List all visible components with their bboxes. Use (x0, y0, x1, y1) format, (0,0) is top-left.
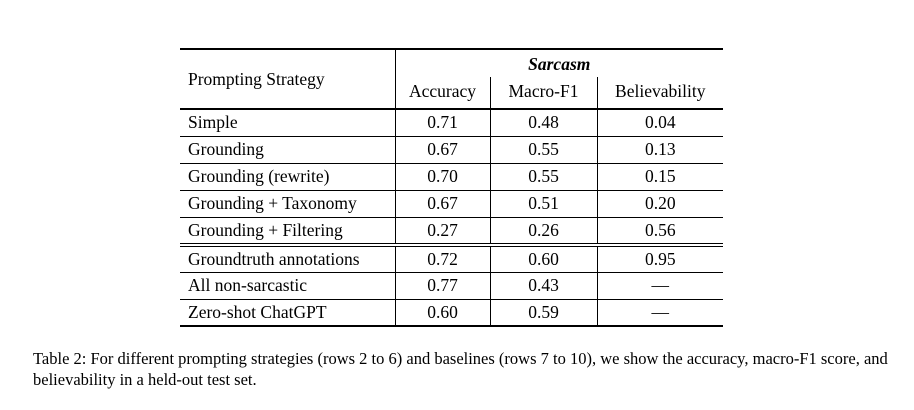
accuracy-cell: 0.27 (394, 216, 490, 245)
row-label: Simple (188, 112, 238, 133)
believability-cell: — (596, 298, 724, 326)
table-row: Grounding (rewrite) 0.70 0.55 0.15 (180, 162, 724, 190)
macro-f1-cell: 0.48 (489, 109, 597, 136)
believability-cell: 0.15 (596, 162, 724, 190)
table-row: Grounding + Filtering 0.27 0.26 0.56 (180, 216, 724, 245)
table-row: Grounding + Taxonomy 0.67 0.51 0.20 (180, 189, 724, 217)
column-header-believability: Believability (596, 77, 724, 110)
macro-f1-cell: 0.51 (489, 189, 597, 217)
row-label: All non-sarcastic (180, 271, 395, 299)
macro-f1-cell: 0.60 (489, 242, 597, 272)
column-header-macro-f1: Macro-F1 (489, 77, 597, 110)
believability-cell: — (596, 271, 724, 299)
row-label: Grounding (180, 135, 395, 163)
accuracy-cell: 0.77 (394, 271, 490, 299)
macro-f1-cell: 0.55 (489, 135, 597, 163)
believability-cell: 0.95 (596, 242, 724, 272)
accuracy-cell: 0.67 (394, 135, 490, 163)
column-header-accuracy: Accuracy (394, 77, 490, 110)
table-row: Simple 0.71 0.48 0.04 (180, 109, 724, 136)
table-row: Zero-shot ChatGPT 0.60 0.59 — (180, 298, 724, 326)
accuracy-cell: 0.60 (394, 298, 490, 326)
accuracy-cell: 0.71 (394, 109, 490, 136)
believability-cell: 0.20 (596, 189, 724, 217)
macro-f1-cell: 0.43 (489, 271, 597, 299)
accuracy-cell: 0.70 (394, 162, 490, 190)
row-label: Groundtruth annotations (180, 242, 395, 272)
table-row: Grounding 0.67 0.55 0.13 (180, 135, 724, 163)
row-label: Grounding + Filtering (180, 216, 395, 245)
accuracy-cell: 0.67 (394, 189, 490, 217)
believability-cell: 0.56 (596, 216, 724, 245)
row-label: Grounding + Taxonomy (180, 189, 395, 217)
row-label: Zero-shot ChatGPT (180, 298, 395, 326)
results-table: Prompting Strategy Sarcasm Accuracy Macr… (180, 48, 724, 327)
table-caption: Table 2: For different prompting strateg… (33, 349, 888, 389)
row-label: Grounding (rewrite) (180, 162, 395, 190)
macro-f1-cell: 0.55 (489, 162, 597, 190)
believability-cell: 0.04 (596, 109, 724, 136)
believability-cell: 0.13 (596, 135, 724, 163)
macro-f1-cell: 0.26 (489, 216, 597, 245)
group-header-sarcasm: Sarcasm (394, 49, 724, 77)
column-header-prompting-strategy: Prompting Strategy (180, 49, 395, 110)
accuracy-cell: 0.72 (394, 242, 490, 272)
table-row: All non-sarcastic 0.77 0.43 — (180, 271, 724, 299)
macro-f1-cell: 0.59 (489, 298, 597, 326)
table-row: Groundtruth annotations 0.72 0.60 0.95 (180, 242, 724, 272)
